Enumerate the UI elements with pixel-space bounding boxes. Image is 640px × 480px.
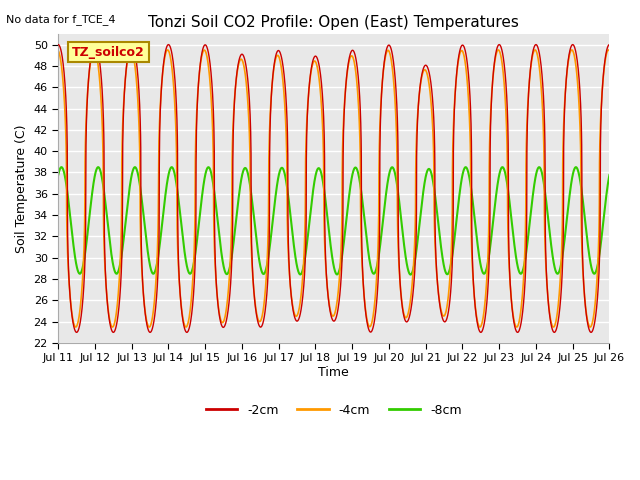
Y-axis label: Soil Temperature (C): Soil Temperature (C) bbox=[15, 124, 28, 253]
Title: Tonzi Soil CO2 Profile: Open (East) Temperatures: Tonzi Soil CO2 Profile: Open (East) Temp… bbox=[148, 15, 519, 30]
Legend: -2cm, -4cm, -8cm: -2cm, -4cm, -8cm bbox=[201, 399, 467, 422]
Text: No data for f_TCE_4: No data for f_TCE_4 bbox=[6, 14, 116, 25]
X-axis label: Time: Time bbox=[319, 366, 349, 379]
Text: TZ_soilco2: TZ_soilco2 bbox=[72, 46, 145, 59]
